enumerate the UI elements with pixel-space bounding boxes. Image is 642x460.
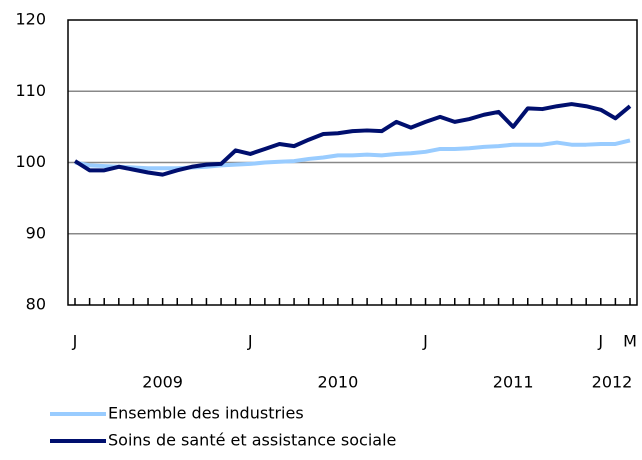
series-line	[73, 102, 632, 177]
x-group-label: 2011	[493, 373, 534, 392]
series-line	[74, 138, 631, 171]
x-tick-label: J	[422, 332, 428, 351]
y-tick-label: 110	[15, 81, 46, 100]
x-group-label: 2010	[318, 373, 359, 392]
x-group-label: 2009	[142, 373, 183, 392]
x-tick-label: J	[72, 332, 78, 351]
x-group-label: 2012	[592, 373, 633, 392]
legend-label: Ensemble des industries	[108, 404, 304, 423]
y-tick-label: 90	[26, 223, 46, 242]
y-tick-label: 100	[15, 152, 46, 171]
x-tick-label: J	[247, 332, 253, 351]
legend-label: Soins de santé et assistance sociale	[108, 431, 396, 450]
y-tick-label: 120	[15, 10, 46, 29]
x-tick-label: M	[623, 332, 637, 351]
x-tick-label: J	[597, 332, 603, 351]
y-tick-label: 80	[26, 295, 46, 314]
